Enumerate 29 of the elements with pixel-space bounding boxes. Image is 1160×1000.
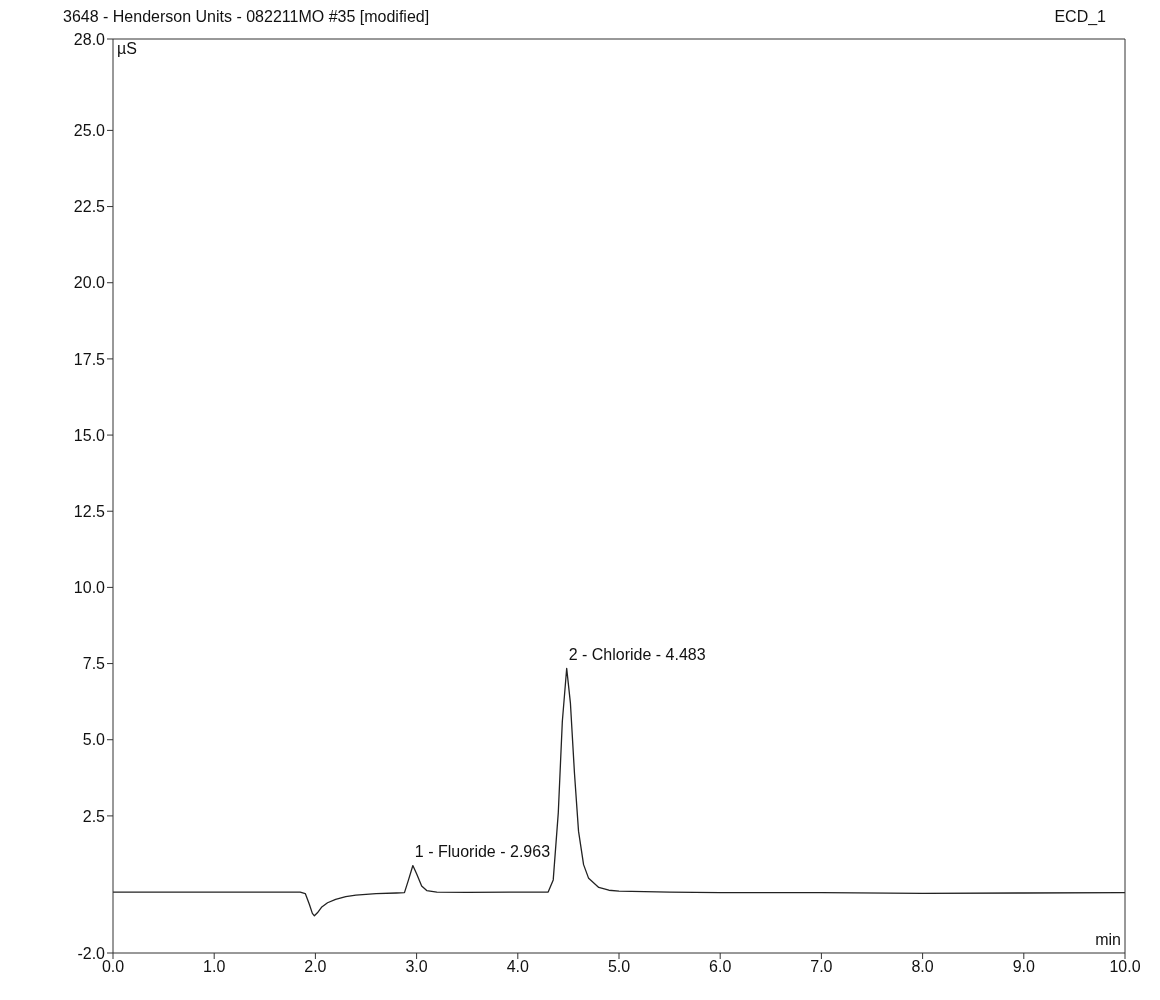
- x-axis-title: min: [1095, 931, 1121, 949]
- x-tick-label: 6.0: [709, 958, 732, 976]
- x-tick-label: 4.0: [506, 958, 530, 976]
- x-tick-label: 7.0: [810, 958, 833, 976]
- y-axis-title: µS: [117, 40, 137, 58]
- y-tick-label: 28.0: [73, 30, 106, 48]
- x-tick-label: 5.0: [607, 958, 631, 976]
- annotation: 1 - Fluoride - 2.963: [414, 843, 551, 861]
- y-tick-label: 17.5: [73, 350, 106, 368]
- x-tick-label: 2.0: [304, 958, 327, 976]
- y-tick-label: 10.0: [73, 579, 106, 597]
- line-series: [113, 667, 1125, 917]
- y-tick-label: 25.0: [73, 122, 106, 140]
- x-tick-label: 3.0: [405, 958, 428, 976]
- y-tick-label: 22.5: [73, 198, 106, 216]
- chart-subtitle: ECD_1: [1054, 8, 1106, 27]
- y-tick-label: 20.0: [73, 274, 106, 292]
- y-tick-label: 5.0: [82, 731, 106, 749]
- annotation: 2 - Chloride - 4.483: [568, 646, 706, 664]
- x-tick-label: 0.0: [101, 958, 125, 976]
- y-tick-label: 2.5: [82, 807, 106, 825]
- chart-title: 3648 - Henderson Units - 082211MO #35 [modified]: [63, 8, 430, 27]
- y-tick-label: 12.5: [73, 502, 106, 520]
- x-tick-label: 10.0: [1109, 958, 1141, 976]
- x-tick-label: 1.0: [203, 958, 226, 976]
- x-tick-label: 9.0: [1012, 958, 1036, 976]
- x-tick-label: 8.0: [911, 958, 934, 976]
- y-tick-label: 15.0: [73, 426, 106, 444]
- y-tick-label: 7.5: [82, 655, 106, 673]
